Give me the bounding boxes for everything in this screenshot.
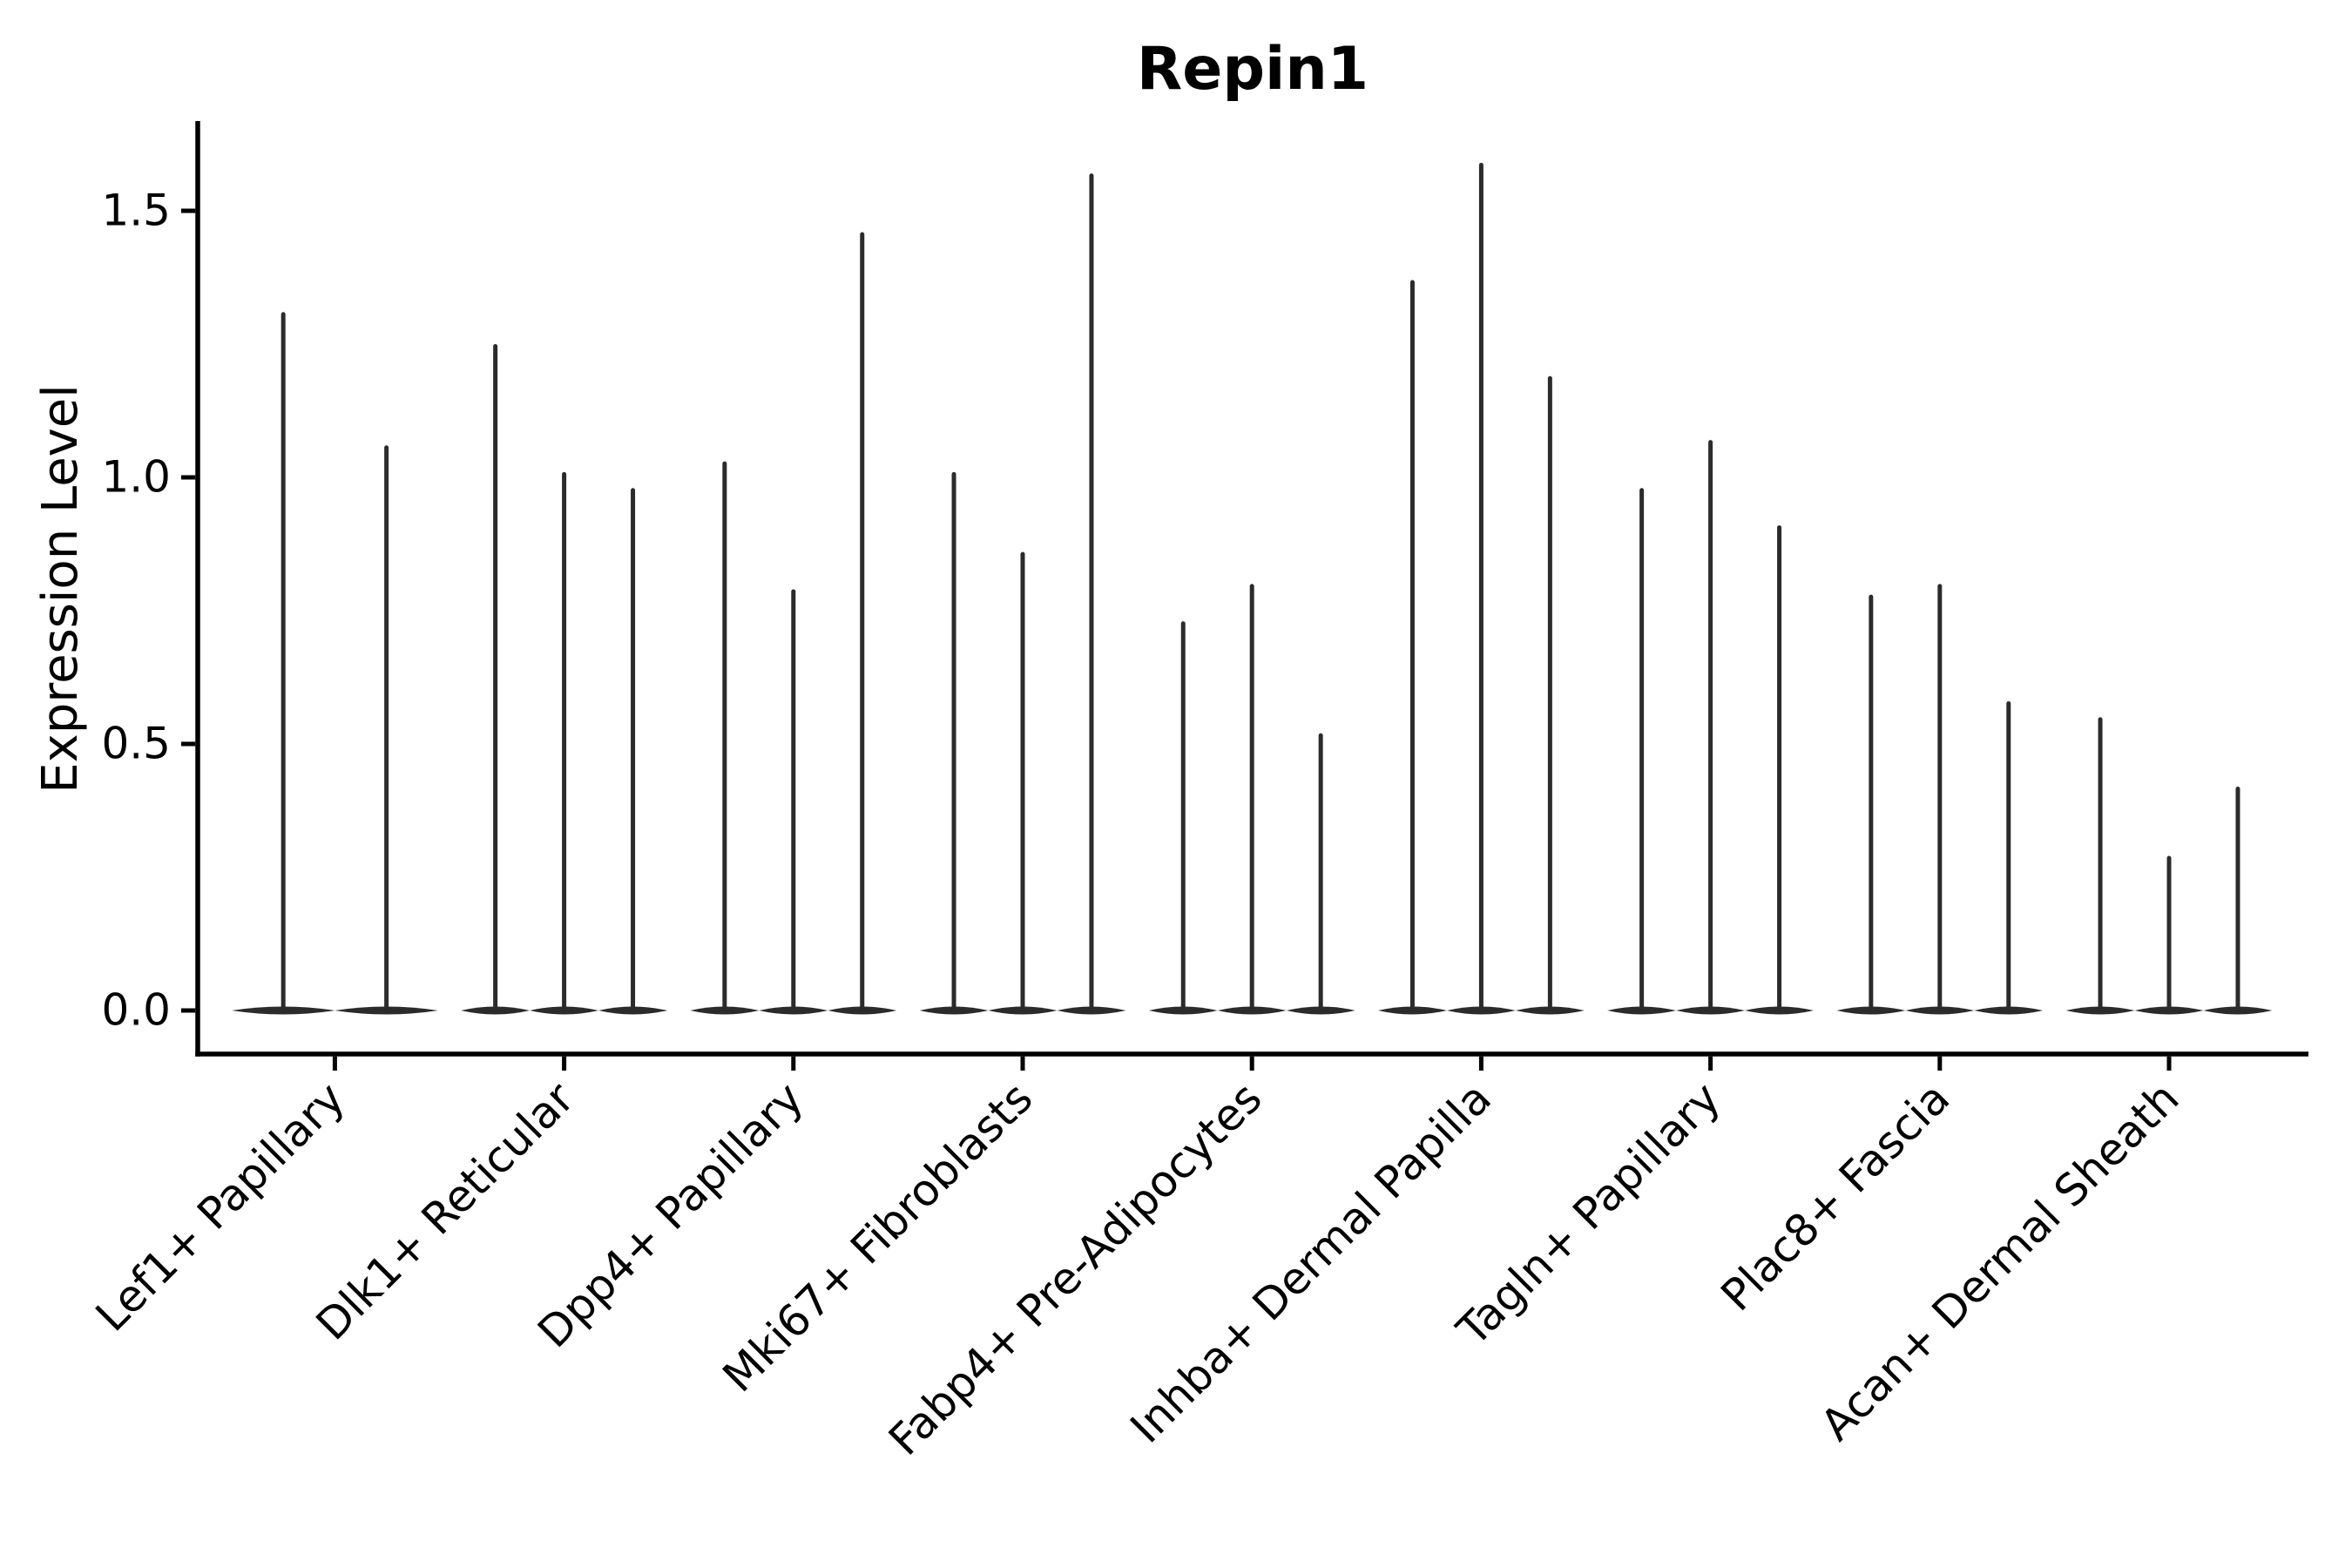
violin (598, 488, 668, 1015)
violin (1905, 584, 1975, 1015)
y-axis-label: Expression Level (32, 384, 89, 794)
violin (461, 344, 531, 1015)
violin (1217, 584, 1287, 1015)
violin (1676, 440, 1746, 1015)
y-tick-label: 1.5 (101, 186, 171, 236)
violin (335, 445, 438, 1015)
violin (2203, 786, 2273, 1015)
violin (988, 551, 1058, 1015)
y-tick-label: 1.0 (101, 452, 171, 503)
chart-title: Repin1 (1137, 35, 1369, 104)
violin (919, 471, 989, 1015)
violin (2134, 855, 2204, 1015)
violin (1377, 280, 1447, 1015)
x-tick-label: Lef1+ Papillary (86, 1072, 355, 1341)
axes-layer (181, 121, 2308, 1071)
violin (828, 232, 897, 1015)
x-tick-label: Plac8+ Fascia (1712, 1072, 1960, 1321)
violin (2065, 717, 2135, 1015)
violin (690, 461, 760, 1015)
violin (1607, 488, 1677, 1015)
violins-layer (231, 162, 2273, 1015)
violin (759, 589, 828, 1015)
violin (1974, 701, 2044, 1015)
x-tick-label: Fabp4+ Pre-Adipocytes (879, 1072, 1272, 1465)
violin (1057, 173, 1126, 1015)
violin (1836, 594, 1906, 1015)
y-tick-label: 0.0 (101, 985, 171, 1036)
violin (1446, 162, 1516, 1015)
y-tick-label: 0.5 (101, 719, 171, 769)
violin (231, 312, 335, 1015)
violin (1286, 733, 1355, 1015)
violin (1745, 525, 1815, 1015)
violin (530, 471, 599, 1015)
violin (1148, 621, 1218, 1015)
violin (1515, 375, 1585, 1015)
